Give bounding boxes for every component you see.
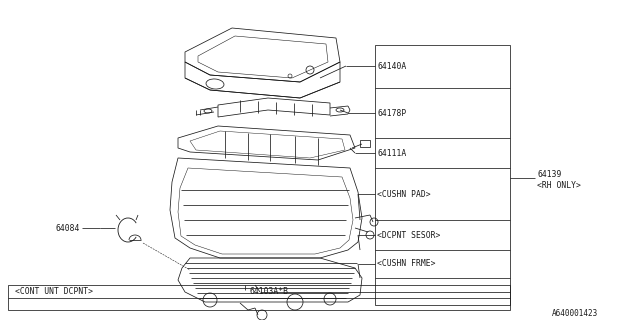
Text: <CUSHN FRME>: <CUSHN FRME> [377,260,435,268]
Text: <CONT UNT DCPNT>: <CONT UNT DCPNT> [15,287,93,297]
Text: 64084: 64084 [55,223,79,233]
Text: 64111A: 64111A [377,148,406,157]
Text: 64178P: 64178P [377,108,406,117]
Text: <RH ONLY>: <RH ONLY> [537,180,581,189]
Text: <DCPNT SESOR>: <DCPNT SESOR> [377,230,440,239]
Text: 64140A: 64140A [377,61,406,70]
Text: 64139: 64139 [537,170,561,179]
Text: 64103A*B: 64103A*B [250,287,289,297]
Bar [375,45,510,305]
Text: <CUSHN PAD>: <CUSHN PAD> [377,189,431,198]
Bar [360,140,370,147]
Text: A640001423: A640001423 [552,309,598,318]
Bar [8,285,510,310]
